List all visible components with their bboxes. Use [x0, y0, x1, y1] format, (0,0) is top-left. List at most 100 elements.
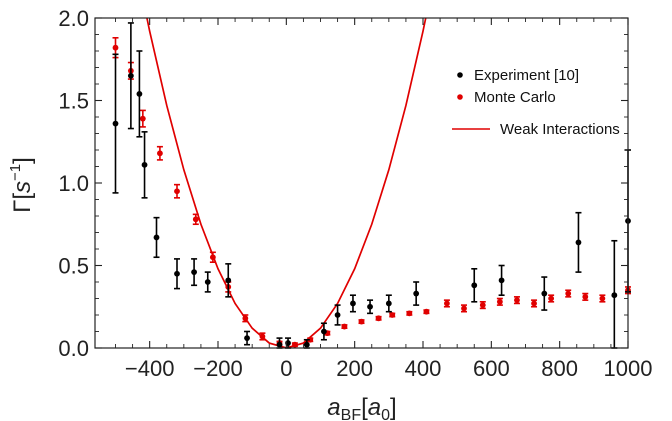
experiment-marker [334, 312, 341, 318]
experiment-point [141, 131, 148, 199]
experiment-marker [276, 341, 283, 348]
experiment-point [367, 299, 374, 315]
monte-carlo-marker [112, 44, 119, 51]
monte-carlo-marker [461, 305, 467, 312]
monte-carlo-point [375, 315, 382, 322]
experiment-point [413, 281, 420, 306]
experiment-point [112, 53, 119, 194]
y-tick-label: 1.5 [58, 89, 89, 114]
experiment-point [575, 211, 582, 273]
experiment-point [276, 337, 283, 349]
monte-carlo-point [209, 251, 216, 264]
x-tick-label: −400 [125, 356, 175, 381]
monte-carlo-marker [514, 297, 520, 304]
monte-carlo-point [341, 323, 348, 330]
monte-carlo-marker [389, 312, 396, 318]
monte-carlo-point [496, 297, 503, 306]
experiment-point [349, 294, 356, 313]
monte-carlo-marker [599, 295, 606, 302]
experiment-marker [575, 239, 582, 246]
experiment-point [174, 258, 180, 290]
monte-carlo-point [406, 310, 413, 317]
monte-carlo-marker [444, 300, 450, 307]
experiment-marker [611, 292, 618, 299]
monte-carlo-point [174, 183, 180, 199]
y-tick-label: 0.0 [58, 336, 89, 361]
experiment-marker [541, 290, 548, 297]
experiment-point [204, 271, 211, 293]
experiment-marker [471, 282, 478, 289]
monte-carlo-point [389, 312, 396, 318]
experiment-marker [191, 269, 197, 275]
monte-carlo-marker [307, 336, 314, 343]
experiment-point [320, 322, 327, 341]
experiment-point [191, 258, 198, 287]
experiment-marker [127, 72, 134, 79]
experiment-marker [321, 328, 327, 335]
weak-interactions-curve-layer [146, 18, 427, 348]
y-axis-label: Γ[s−1] [7, 157, 36, 213]
monte-carlo-marker [496, 298, 503, 305]
monte-carlo-marker [479, 302, 486, 308]
monte-carlo-point [307, 336, 314, 343]
monte-carlo-marker [157, 150, 163, 157]
monte-carlo-marker [565, 290, 572, 297]
x-tick-label: 400 [405, 356, 442, 381]
data-points-layer [112, 22, 631, 349]
x-tick-label: 600 [473, 356, 510, 381]
monte-carlo-point [423, 308, 430, 315]
experiment-point [611, 239, 618, 349]
legend-label-monte-carlo: Monte Carlo [474, 89, 556, 106]
legend-item-experiment: Experiment [10] [457, 67, 579, 84]
weak-interactions-line [146, 18, 427, 348]
monte-carlo-marker [192, 216, 199, 223]
monte-carlo-point [582, 292, 589, 301]
monte-carlo-marker [375, 315, 382, 322]
y-tick-label: 2.0 [58, 6, 89, 31]
legend-marker-experiment [457, 72, 463, 78]
x-axis-label: aBF[a0] [327, 394, 396, 421]
monte-carlo-point [291, 341, 298, 348]
experiment-point [127, 22, 134, 130]
experiment-point [136, 50, 143, 138]
y-tick-label: 1.0 [58, 171, 89, 196]
monte-carlo-point [565, 289, 572, 298]
legend-item-weak-interactions: Weak Interactions [452, 121, 620, 138]
monte-carlo-marker [358, 318, 365, 325]
monte-carlo-marker [174, 188, 180, 195]
monte-carlo-point [461, 304, 467, 313]
monte-carlo-point [531, 299, 538, 308]
experiment-marker [141, 161, 148, 168]
experiment-marker [244, 335, 250, 341]
experiment-point [334, 304, 341, 326]
x-tick-label: 0 [280, 356, 292, 381]
legend-item-monte-carlo: Monte Carlo [457, 89, 556, 106]
axis-ticks: −400 −200 0 200 400 600 800 1000 0.0 0.5 1.0 1.5 2.0 [58, 6, 652, 381]
experiment-marker [204, 279, 211, 285]
monte-carlo-marker [242, 315, 249, 322]
monte-carlo-point [192, 213, 199, 226]
monte-carlo-point [358, 318, 365, 325]
experiment-marker [174, 270, 180, 277]
experiment-marker [350, 300, 356, 307]
monte-carlo-marker [139, 115, 146, 122]
monte-carlo-marker [531, 300, 537, 307]
monte-carlo-marker [341, 323, 348, 330]
monte-carlo-marker [582, 293, 589, 300]
experiment-point [225, 263, 232, 298]
y-tick-label: 0.5 [58, 254, 89, 279]
legend-marker-monte-carlo [457, 94, 463, 100]
monte-carlo-marker [548, 295, 555, 302]
experiment-marker [303, 341, 310, 348]
experiment-marker [413, 290, 420, 297]
x-tick-label: 800 [541, 356, 578, 381]
experiment-marker [367, 303, 373, 310]
monte-carlo-point [513, 296, 520, 305]
experiment-marker [498, 277, 505, 284]
experiment-marker [153, 234, 160, 241]
monte-carlo-point [443, 299, 450, 308]
experiment-point [541, 276, 548, 311]
monte-carlo-marker [291, 341, 298, 348]
monte-carlo-point [156, 145, 163, 161]
